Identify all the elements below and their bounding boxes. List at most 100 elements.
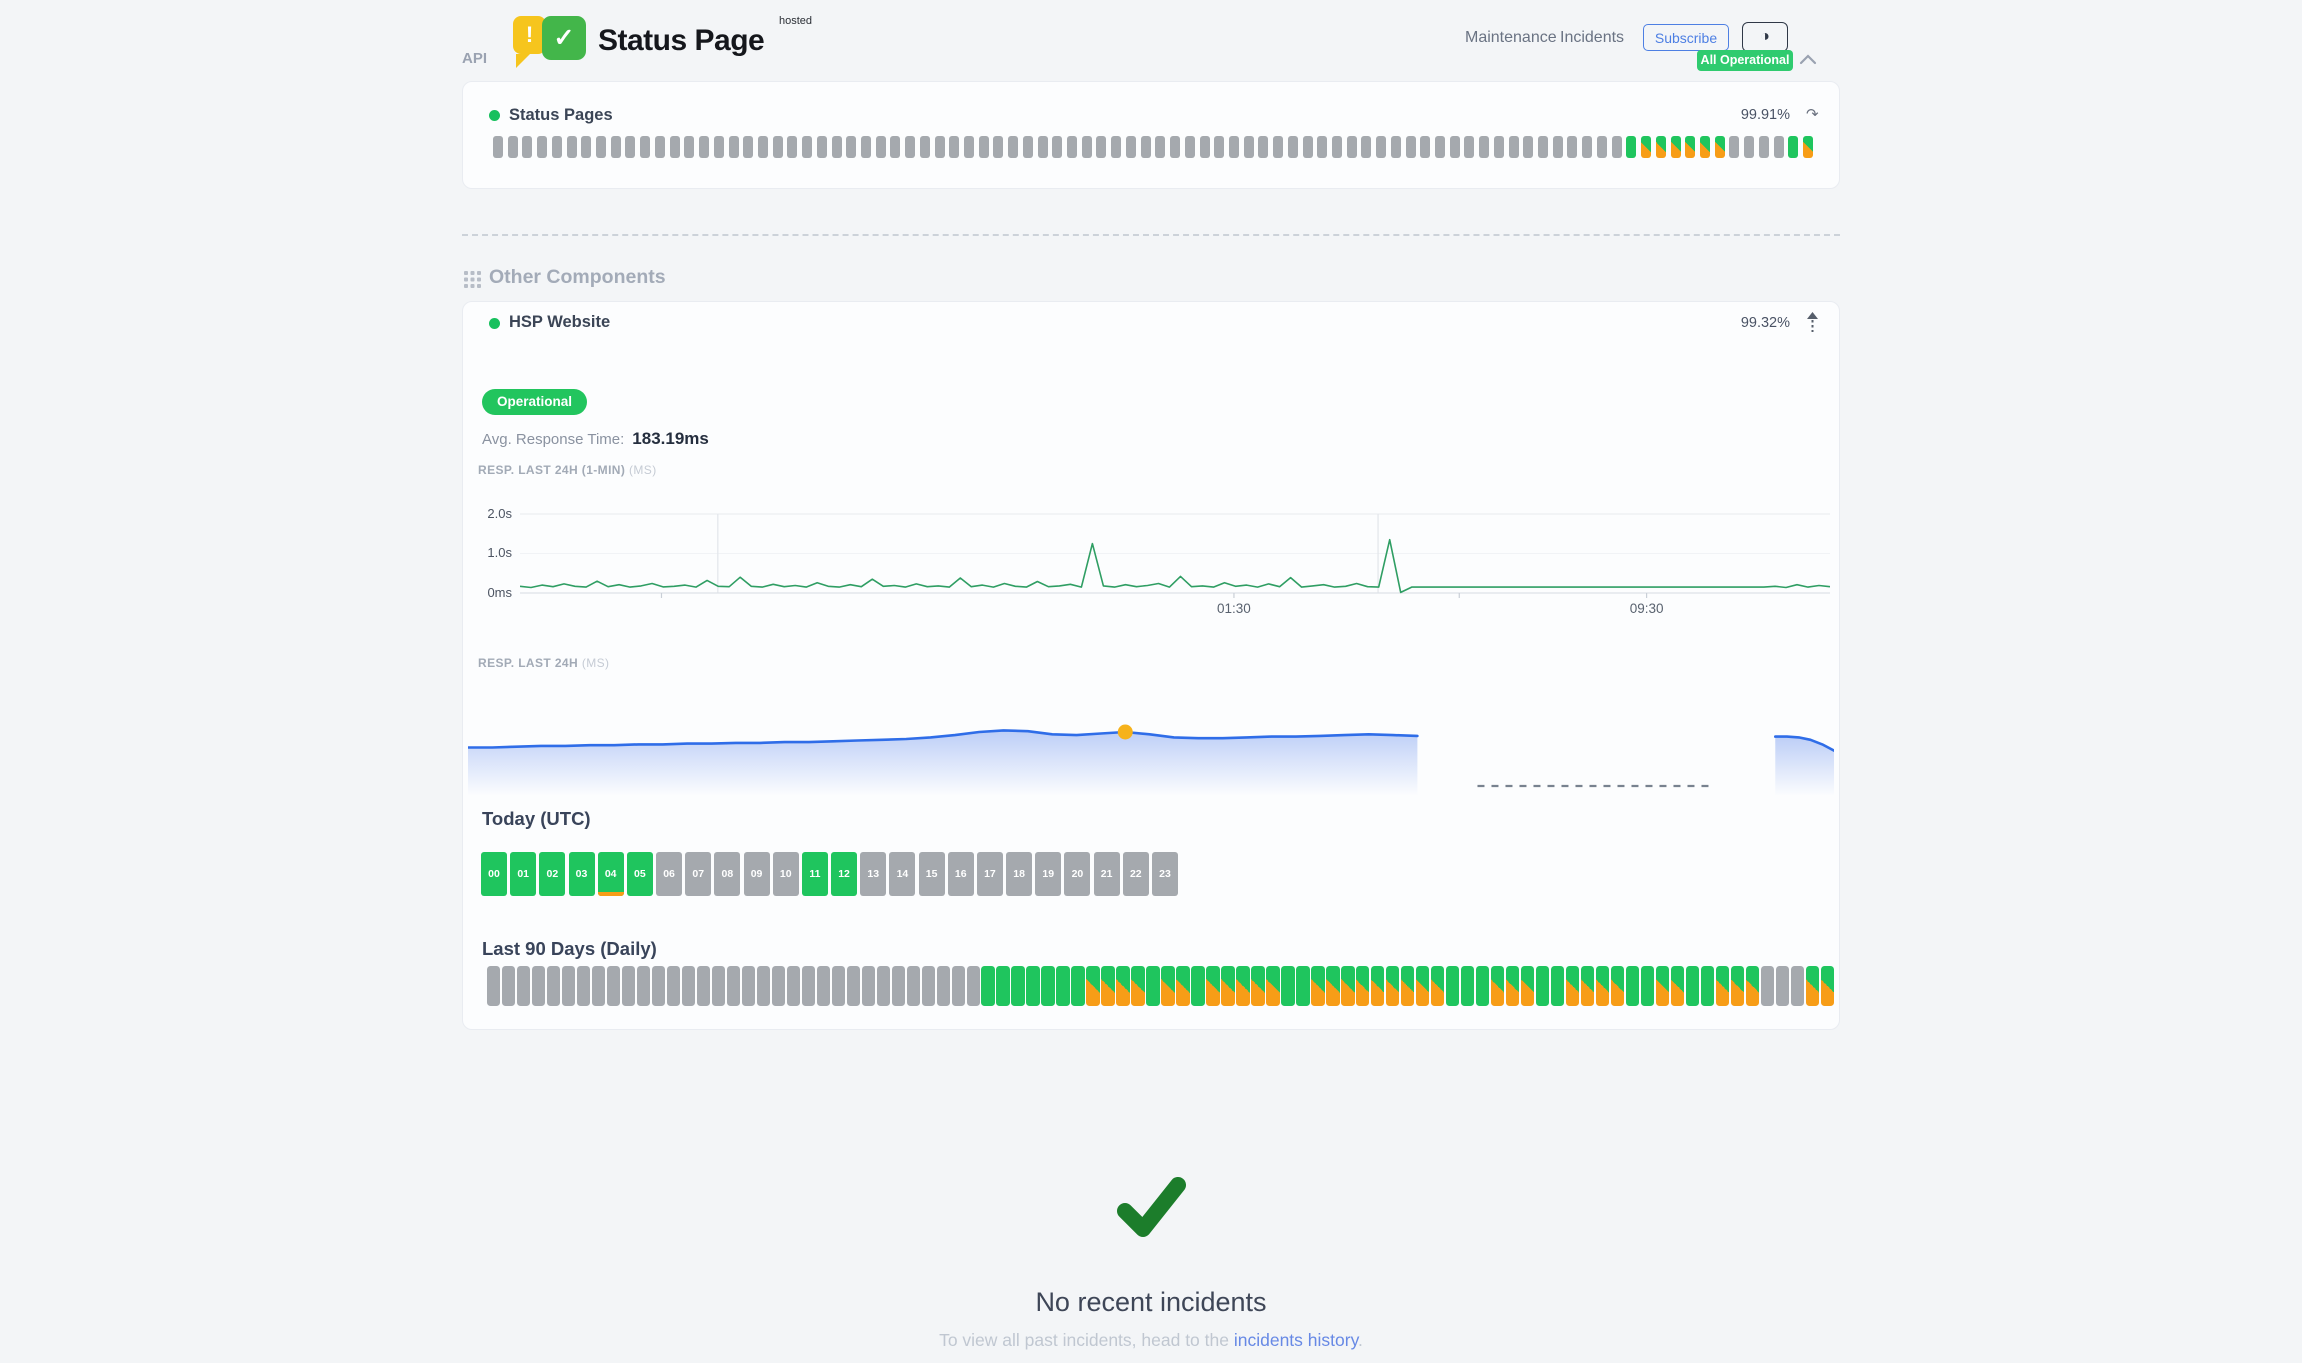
hour-label: 12 [838, 868, 850, 880]
daily-uptime-bar [1371, 966, 1385, 1006]
hour-label: 21 [1100, 868, 1113, 880]
component-name: Status Pages [509, 106, 613, 124]
hour-block-06: 06 [656, 852, 683, 896]
daily-uptime-bar [831, 966, 846, 1006]
response-time-line-chart[interactable] [520, 506, 1830, 601]
uptime-bar [1302, 136, 1313, 158]
daily-uptime-bar [1011, 966, 1025, 1006]
subscribe-button[interactable]: Subscribe [1643, 24, 1729, 51]
daily-uptime-bar [741, 966, 756, 1006]
theme-toggle-button[interactable]: ◑ [1742, 22, 1788, 52]
uptime-percentage: 99.32% [1740, 315, 1790, 331]
uptime-bar [1390, 136, 1401, 158]
uptime-bar [1331, 136, 1342, 158]
uptime-percentage: 99.91% [1740, 107, 1790, 123]
uptime-bar [1699, 136, 1710, 158]
hour-block-08: 08 [714, 852, 741, 896]
daily-uptime-bar [1520, 966, 1535, 1006]
history-prefix: To view all past incidents, head to the [939, 1330, 1234, 1350]
uptime-bar [1361, 136, 1372, 158]
uptime-bar [1479, 136, 1490, 158]
half-moon-icon: ◑ [1760, 28, 1770, 45]
daily-uptime-bar [1176, 966, 1190, 1006]
hour-label: 01 [517, 868, 530, 880]
uptime-bar [1626, 136, 1637, 158]
uptime-bar [1008, 136, 1019, 158]
section-divider [462, 234, 1840, 236]
uptime-bar [1758, 136, 1769, 158]
hour-block-16: 16 [947, 852, 974, 896]
nav-incidents[interactable]: Incidents [1560, 29, 1625, 46]
daily-uptime-bar [1026, 966, 1040, 1006]
hour-block-02: 02 [539, 852, 566, 896]
hour-block-21: 21 [1093, 852, 1120, 896]
uptime-bar [522, 136, 533, 158]
daily-uptime-bar [1086, 966, 1100, 1006]
daily-uptime-bar [1565, 966, 1580, 1006]
daily-uptime-bar [681, 966, 696, 1006]
uptime-bar [875, 136, 886, 158]
daily-uptime-bar [561, 966, 576, 1006]
uptime-bar [1346, 136, 1357, 158]
daily-uptime-bar [1610, 966, 1625, 1006]
uptime-bar [905, 136, 916, 158]
hour-block-13: 13 [860, 852, 887, 896]
daily-uptime-bar [1460, 966, 1475, 1006]
uptime-bar [919, 136, 930, 158]
hour-block-04: 04 [597, 852, 624, 896]
hour-label: 02 [546, 868, 559, 880]
brand-logo[interactable]: ! ✓ [513, 16, 587, 68]
uptime-bar [1317, 136, 1328, 158]
uptime-bar [1729, 136, 1740, 158]
daily-uptime-bar [1041, 966, 1055, 1006]
uptime-bar [787, 136, 798, 158]
hour-block-11: 11 [801, 852, 828, 896]
arrow-up-dashed-icon[interactable] [1806, 312, 1819, 333]
uptime-bar [684, 136, 695, 158]
uptime-bar [1655, 136, 1666, 158]
daily-uptime-bar [1760, 966, 1775, 1006]
big-check-icon [1117, 1177, 1186, 1237]
daily-uptime-bar [591, 966, 606, 1006]
uptime-bar [1199, 136, 1210, 158]
daily-uptime-bar [1161, 966, 1175, 1006]
hour-block-01: 01 [510, 852, 537, 896]
hour-label: 08 [721, 868, 734, 880]
uptime-bar [1670, 136, 1681, 158]
uptime-bar [1170, 136, 1181, 158]
daily-uptime-bar [1071, 966, 1085, 1006]
hour-block-23: 23 [1151, 852, 1178, 896]
hour-label: 06 [663, 868, 675, 880]
chevron-up-icon[interactable] [1799, 52, 1817, 66]
uptime-bar [1052, 136, 1063, 158]
uptime-bar [625, 136, 636, 158]
daily-uptime-bar [1475, 966, 1490, 1006]
today-hour-row: 00 01 02 03 04 05 06 07 08 09 10 11 12 13 14 15 16 17 18 19… [481, 852, 1178, 896]
chart1-label: RESP. LAST 24H (1-MIN) (MS) [478, 463, 657, 477]
overall-status-badge[interactable]: All Operational [1697, 50, 1793, 71]
uptime-bar [1022, 136, 1033, 158]
hour-label: 04 [604, 868, 617, 880]
daily-uptime-bar [861, 966, 875, 1006]
uptime-bar [728, 136, 739, 158]
daily-uptime-bar [1131, 966, 1145, 1006]
daily-uptime-bar [1820, 966, 1834, 1006]
uptime-bar [1287, 136, 1298, 158]
curved-arrow-icon[interactable]: ↷ [1806, 106, 1819, 123]
uptime-bar [654, 136, 665, 158]
daily-uptime-bar [1805, 966, 1820, 1006]
daily-uptime-bar [1146, 966, 1160, 1006]
hour-block-14: 14 [889, 852, 916, 896]
nav-maintenance[interactable]: Maintenance [1465, 29, 1557, 46]
hour-label: 05 [634, 868, 646, 880]
uptime-bar [1405, 136, 1416, 158]
hour-label: 00 [488, 868, 500, 880]
incidents-history-link[interactable]: incidents history [1233, 1330, 1359, 1350]
response-time-area-chart[interactable] [468, 686, 1834, 796]
hour-block-19: 19 [1035, 852, 1062, 896]
uptime-bar [1420, 136, 1431, 158]
daily-uptime-bar [996, 966, 1010, 1006]
hour-label: 09 [750, 868, 763, 880]
daily-uptime-bar [516, 966, 531, 1006]
hour-block-22: 22 [1122, 852, 1149, 896]
